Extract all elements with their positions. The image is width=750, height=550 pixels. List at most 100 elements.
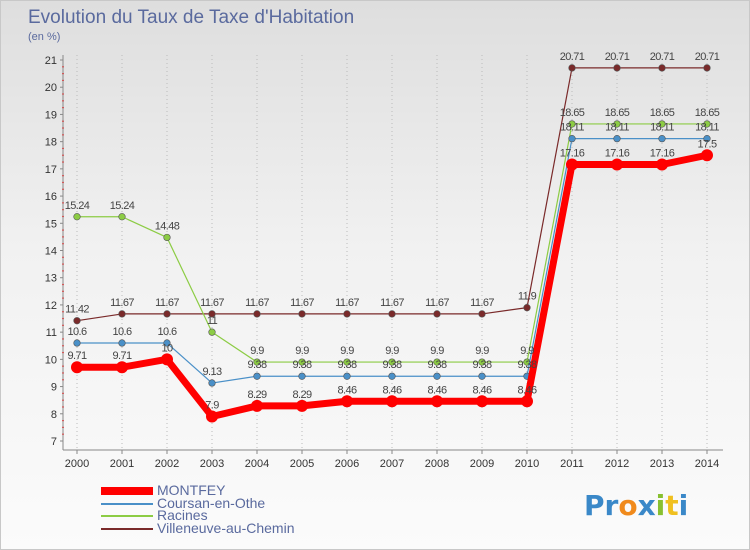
x-tick-label: 2010 <box>515 458 539 470</box>
y-minor-tick <box>62 399 64 401</box>
x-tick-label: 2006 <box>335 458 359 470</box>
data-label: 10.6 <box>157 326 176 338</box>
logo-letter: r <box>604 489 619 522</box>
data-label: 11.67 <box>155 297 179 309</box>
data-point <box>208 328 216 336</box>
y-minor-tick <box>62 175 64 177</box>
y-minor-tick <box>62 127 64 129</box>
logo-letter: i <box>678 489 689 522</box>
y-tick-label: 12 <box>45 300 57 312</box>
y-minor-tick <box>62 426 64 428</box>
data-label: 18.11 <box>560 122 584 134</box>
data-point <box>703 64 711 72</box>
data-label: 8.46 <box>472 384 491 396</box>
data-point <box>298 372 306 380</box>
y-minor-tick <box>62 188 64 190</box>
y-minor-tick <box>62 120 64 122</box>
y-minor-tick <box>62 290 64 292</box>
y-minor-tick <box>62 324 64 326</box>
data-label: 18.65 <box>605 107 630 119</box>
data-point <box>703 120 711 128</box>
data-point <box>388 372 396 380</box>
y-minor-tick <box>62 406 64 408</box>
y-minor-tick <box>62 161 64 163</box>
data-point <box>656 158 668 171</box>
data-label: 9.13 <box>202 366 221 378</box>
data-point <box>161 353 173 366</box>
x-tick-label: 2004 <box>245 458 269 470</box>
data-label: 9.9 <box>385 345 399 357</box>
data-label: 9.38 <box>382 359 401 371</box>
data-label: 20.71 <box>650 51 675 63</box>
y-minor-tick <box>62 372 64 374</box>
y-tick-label: 9 <box>51 382 57 394</box>
logo-letter: o <box>618 489 638 522</box>
data-point <box>566 158 578 171</box>
y-minor-tick <box>62 345 64 347</box>
legend-label: MONTFEY <box>157 482 226 498</box>
data-point <box>611 158 623 171</box>
data-point <box>478 372 486 380</box>
data-point <box>73 317 81 325</box>
data-point <box>71 361 83 374</box>
data-point <box>163 310 171 318</box>
data-label: 11.67 <box>245 297 269 309</box>
data-point <box>116 361 128 374</box>
y-minor-tick <box>62 134 64 136</box>
data-label: 9.9 <box>430 345 444 357</box>
y-minor-tick <box>62 365 64 367</box>
y-minor-tick <box>62 209 64 211</box>
data-label: 9.9 <box>295 345 309 357</box>
y-minor-tick <box>62 243 64 245</box>
data-point <box>343 358 351 366</box>
legend-label: Coursan-en-Othe <box>157 494 266 511</box>
x-tick-label: 2008 <box>425 458 449 470</box>
data-label: 8.29 <box>247 389 266 401</box>
data-label: 9.38 <box>292 359 311 371</box>
data-point <box>431 395 443 408</box>
legend-swatch <box>101 527 153 530</box>
proxiti-logo: Proxiti <box>584 489 688 522</box>
y-minor-tick <box>62 297 64 299</box>
data-point <box>163 339 171 347</box>
y-tick-label: 18 <box>45 137 57 149</box>
data-label: 17.16 <box>650 148 675 160</box>
data-label: 11.42 <box>65 304 89 316</box>
data-label: 10.6 <box>112 326 131 338</box>
y-minor-tick <box>62 93 64 95</box>
logo-letter: P <box>584 489 605 522</box>
data-label: 9.38 <box>427 359 446 371</box>
data-point <box>253 358 261 366</box>
data-point <box>703 135 711 143</box>
data-point <box>433 310 441 318</box>
legend-swatch <box>101 515 153 517</box>
data-point <box>206 410 218 423</box>
data-label: 11.67 <box>200 297 224 309</box>
y-minor-tick <box>62 433 64 435</box>
data-label: 9.38 <box>337 359 356 371</box>
y-tick-label: 10 <box>45 354 57 366</box>
data-point <box>253 372 261 380</box>
x-tick-label: 2012 <box>605 458 629 470</box>
data-label: 9.38 <box>472 359 491 371</box>
y-minor-tick <box>62 379 64 381</box>
y-minor-tick <box>62 79 64 82</box>
data-point <box>388 358 396 366</box>
y-minor-tick <box>62 338 64 340</box>
data-point <box>118 213 126 221</box>
chart-title: Evolution du Taux de Taxe d'Habitation <box>28 7 355 28</box>
data-point <box>568 120 576 128</box>
data-point <box>298 358 306 366</box>
y-minor-tick <box>62 263 64 265</box>
data-label: 8.46 <box>517 384 536 396</box>
data-point <box>433 372 441 380</box>
data-label: 9.9 <box>475 345 489 357</box>
data-label: 17.5 <box>697 138 716 150</box>
data-point <box>613 135 621 143</box>
data-point <box>523 358 531 366</box>
data-label: 11.67 <box>110 297 134 309</box>
legend-label: Villeneuve-au-Chemin <box>157 519 295 536</box>
data-point <box>298 310 306 318</box>
